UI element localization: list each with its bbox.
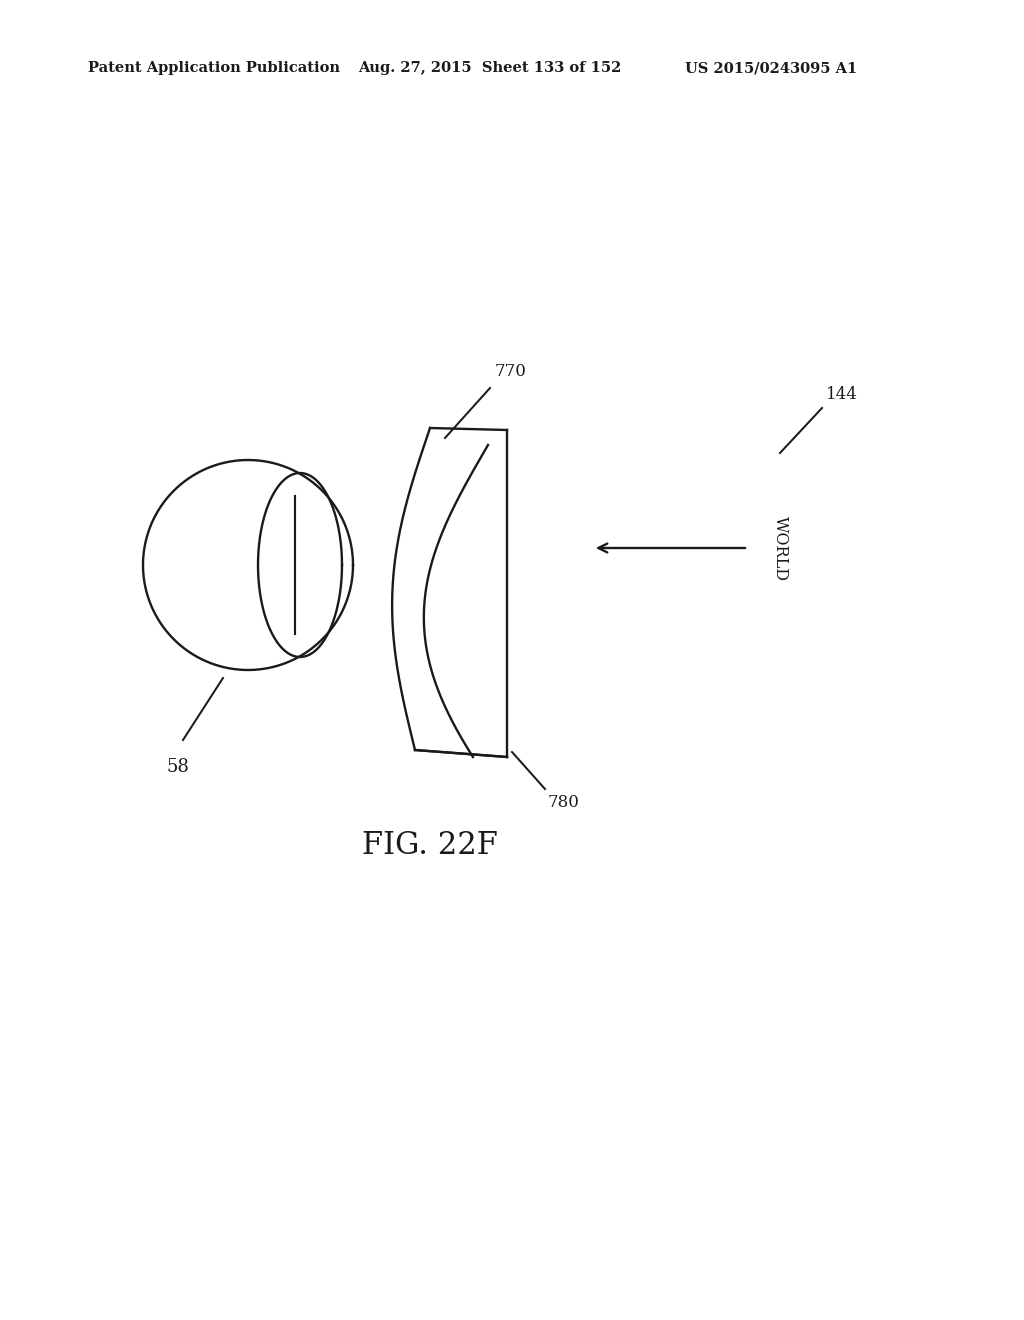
Text: US 2015/0243095 A1: US 2015/0243095 A1 <box>685 61 857 75</box>
Text: 770: 770 <box>495 363 527 380</box>
Text: 58: 58 <box>167 758 189 776</box>
Text: 144: 144 <box>826 385 858 403</box>
Text: WORLD: WORLD <box>772 516 790 581</box>
Text: FIG. 22F: FIG. 22F <box>362 829 498 861</box>
Text: 780: 780 <box>548 795 580 810</box>
Text: Patent Application Publication: Patent Application Publication <box>88 61 340 75</box>
Text: Aug. 27, 2015  Sheet 133 of 152: Aug. 27, 2015 Sheet 133 of 152 <box>358 61 622 75</box>
